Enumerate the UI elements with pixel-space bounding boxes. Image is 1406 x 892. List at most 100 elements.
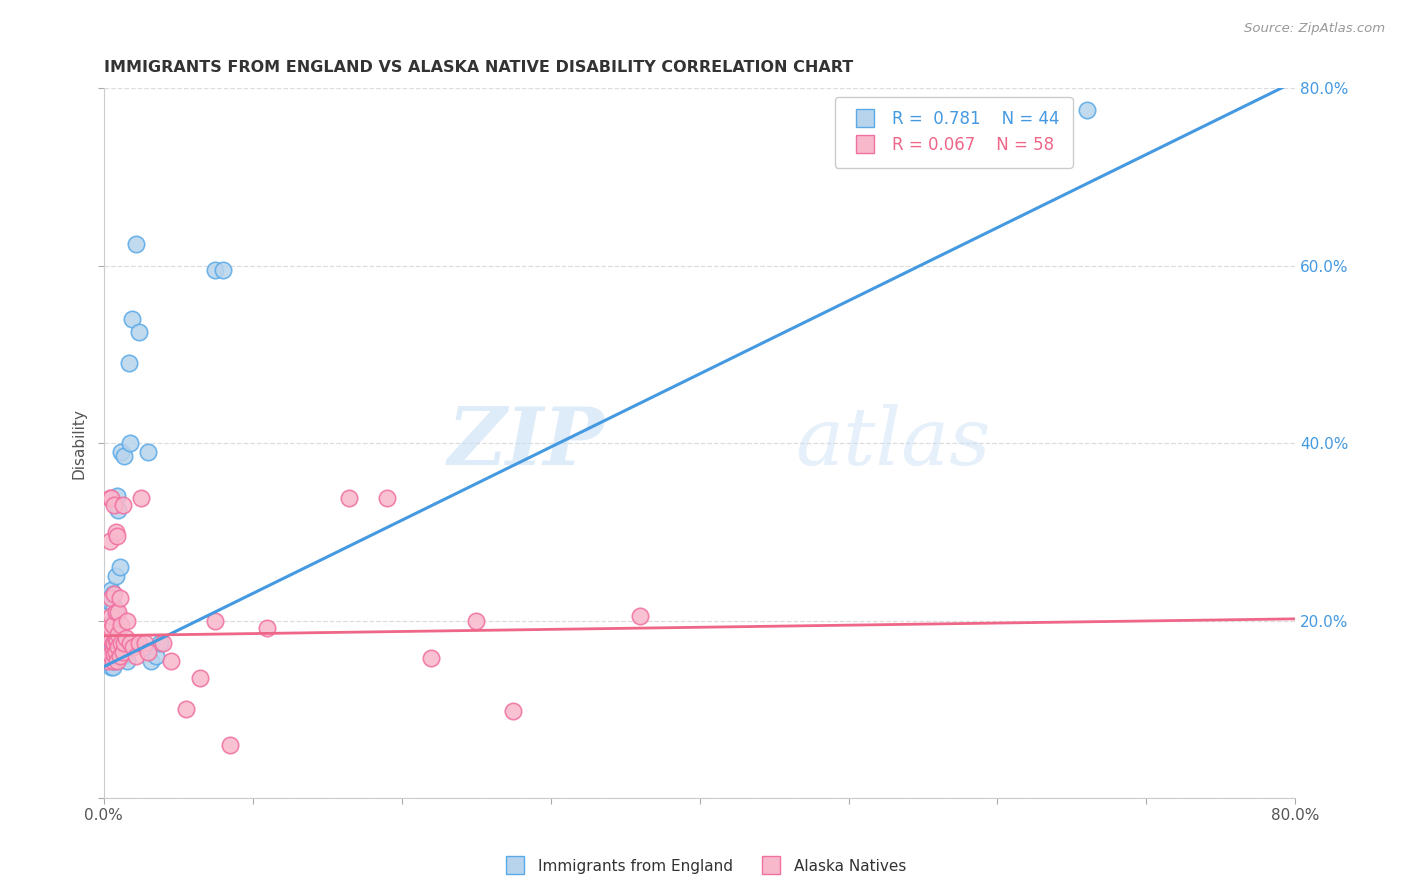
Point: [103, 654, 125, 668]
Point: [152, 636, 174, 650]
Point: [204, 614, 226, 628]
Text: Source: ZipAtlas.com: Source: ZipAtlas.com: [1244, 22, 1385, 36]
Point: [101, 659, 124, 673]
Point: [104, 569, 127, 583]
Point: [111, 649, 134, 664]
Point: [97, 636, 120, 650]
Point: [117, 614, 139, 628]
Point: [100, 642, 122, 657]
Point: [98, 645, 121, 659]
Point: [97, 648, 120, 662]
Point: [114, 450, 136, 464]
Point: [107, 605, 129, 619]
Point: [97, 618, 120, 632]
Point: [107, 640, 129, 655]
Point: [136, 645, 159, 659]
Point: [104, 633, 127, 648]
Point: [204, 263, 226, 277]
Point: [104, 605, 127, 619]
Point: [103, 600, 125, 615]
Legend: R =  0.781    N = 44, R = 0.067    N = 58: R = 0.781 N = 44, R = 0.067 N = 58: [835, 96, 1073, 168]
Point: [110, 618, 132, 632]
Point: [103, 648, 125, 662]
Point: [96, 651, 118, 665]
Point: [105, 633, 128, 648]
Point: [465, 614, 488, 628]
Point: [145, 649, 167, 664]
Point: [141, 654, 163, 668]
Point: [159, 654, 181, 668]
Point: [101, 614, 124, 628]
Point: [121, 312, 143, 326]
Text: IMMIGRANTS FROM ENGLAND VS ALASKA NATIVE DISABILITY CORRELATION CHART: IMMIGRANTS FROM ENGLAND VS ALASKA NATIVE…: [104, 60, 853, 75]
Point: [100, 654, 122, 668]
Point: [219, 738, 242, 752]
Point: [98, 533, 121, 548]
Y-axis label: Disability: Disability: [72, 408, 86, 479]
Point: [97, 642, 120, 657]
Point: [100, 582, 122, 597]
Point: [628, 609, 651, 624]
Point: [108, 649, 131, 664]
Point: [107, 502, 129, 516]
Point: [98, 639, 121, 653]
Point: [101, 654, 124, 668]
Point: [100, 623, 122, 637]
Point: [149, 636, 172, 650]
Point: [101, 618, 124, 632]
Point: [134, 636, 156, 650]
Point: [190, 671, 212, 685]
Point: [101, 587, 124, 601]
Point: [128, 325, 150, 339]
Point: [117, 654, 139, 668]
Point: [100, 609, 122, 624]
Point: [125, 649, 148, 664]
Point: [100, 591, 122, 606]
Point: [339, 491, 361, 505]
Point: [103, 498, 125, 512]
Point: [375, 491, 398, 505]
Point: [108, 591, 131, 606]
Point: [96, 630, 118, 644]
Point: [115, 632, 138, 646]
Point: [100, 659, 122, 673]
Text: ZIP: ZIP: [447, 404, 605, 482]
Point: [104, 524, 127, 539]
Point: [136, 445, 159, 459]
Point: [100, 491, 122, 505]
Legend: Immigrants from England, Alaska Natives: Immigrants from England, Alaska Natives: [494, 853, 912, 880]
Point: [174, 702, 197, 716]
Point: [100, 596, 122, 610]
Point: [107, 627, 129, 641]
Point: [120, 436, 142, 450]
Point: [98, 648, 121, 662]
Point: [97, 654, 120, 668]
Point: [110, 636, 132, 650]
Point: [256, 621, 278, 635]
Point: [114, 636, 136, 650]
Point: [110, 445, 132, 459]
Point: [103, 587, 125, 601]
Point: [129, 491, 152, 505]
Point: [107, 651, 129, 665]
Point: [118, 356, 141, 370]
Point: [502, 704, 524, 718]
Point: [101, 636, 124, 650]
Point: [420, 651, 443, 665]
Point: [125, 236, 148, 251]
Point: [98, 491, 121, 505]
Point: [128, 636, 150, 650]
Point: [101, 651, 124, 665]
Point: [103, 648, 125, 662]
Point: [98, 651, 121, 665]
Point: [104, 645, 127, 659]
Point: [105, 529, 128, 543]
Point: [104, 649, 127, 664]
Point: [101, 642, 124, 657]
Point: [108, 560, 131, 574]
Point: [211, 263, 233, 277]
Point: [98, 656, 121, 670]
Point: [1076, 103, 1098, 118]
Point: [100, 648, 122, 662]
Text: atlas: atlas: [794, 404, 990, 482]
